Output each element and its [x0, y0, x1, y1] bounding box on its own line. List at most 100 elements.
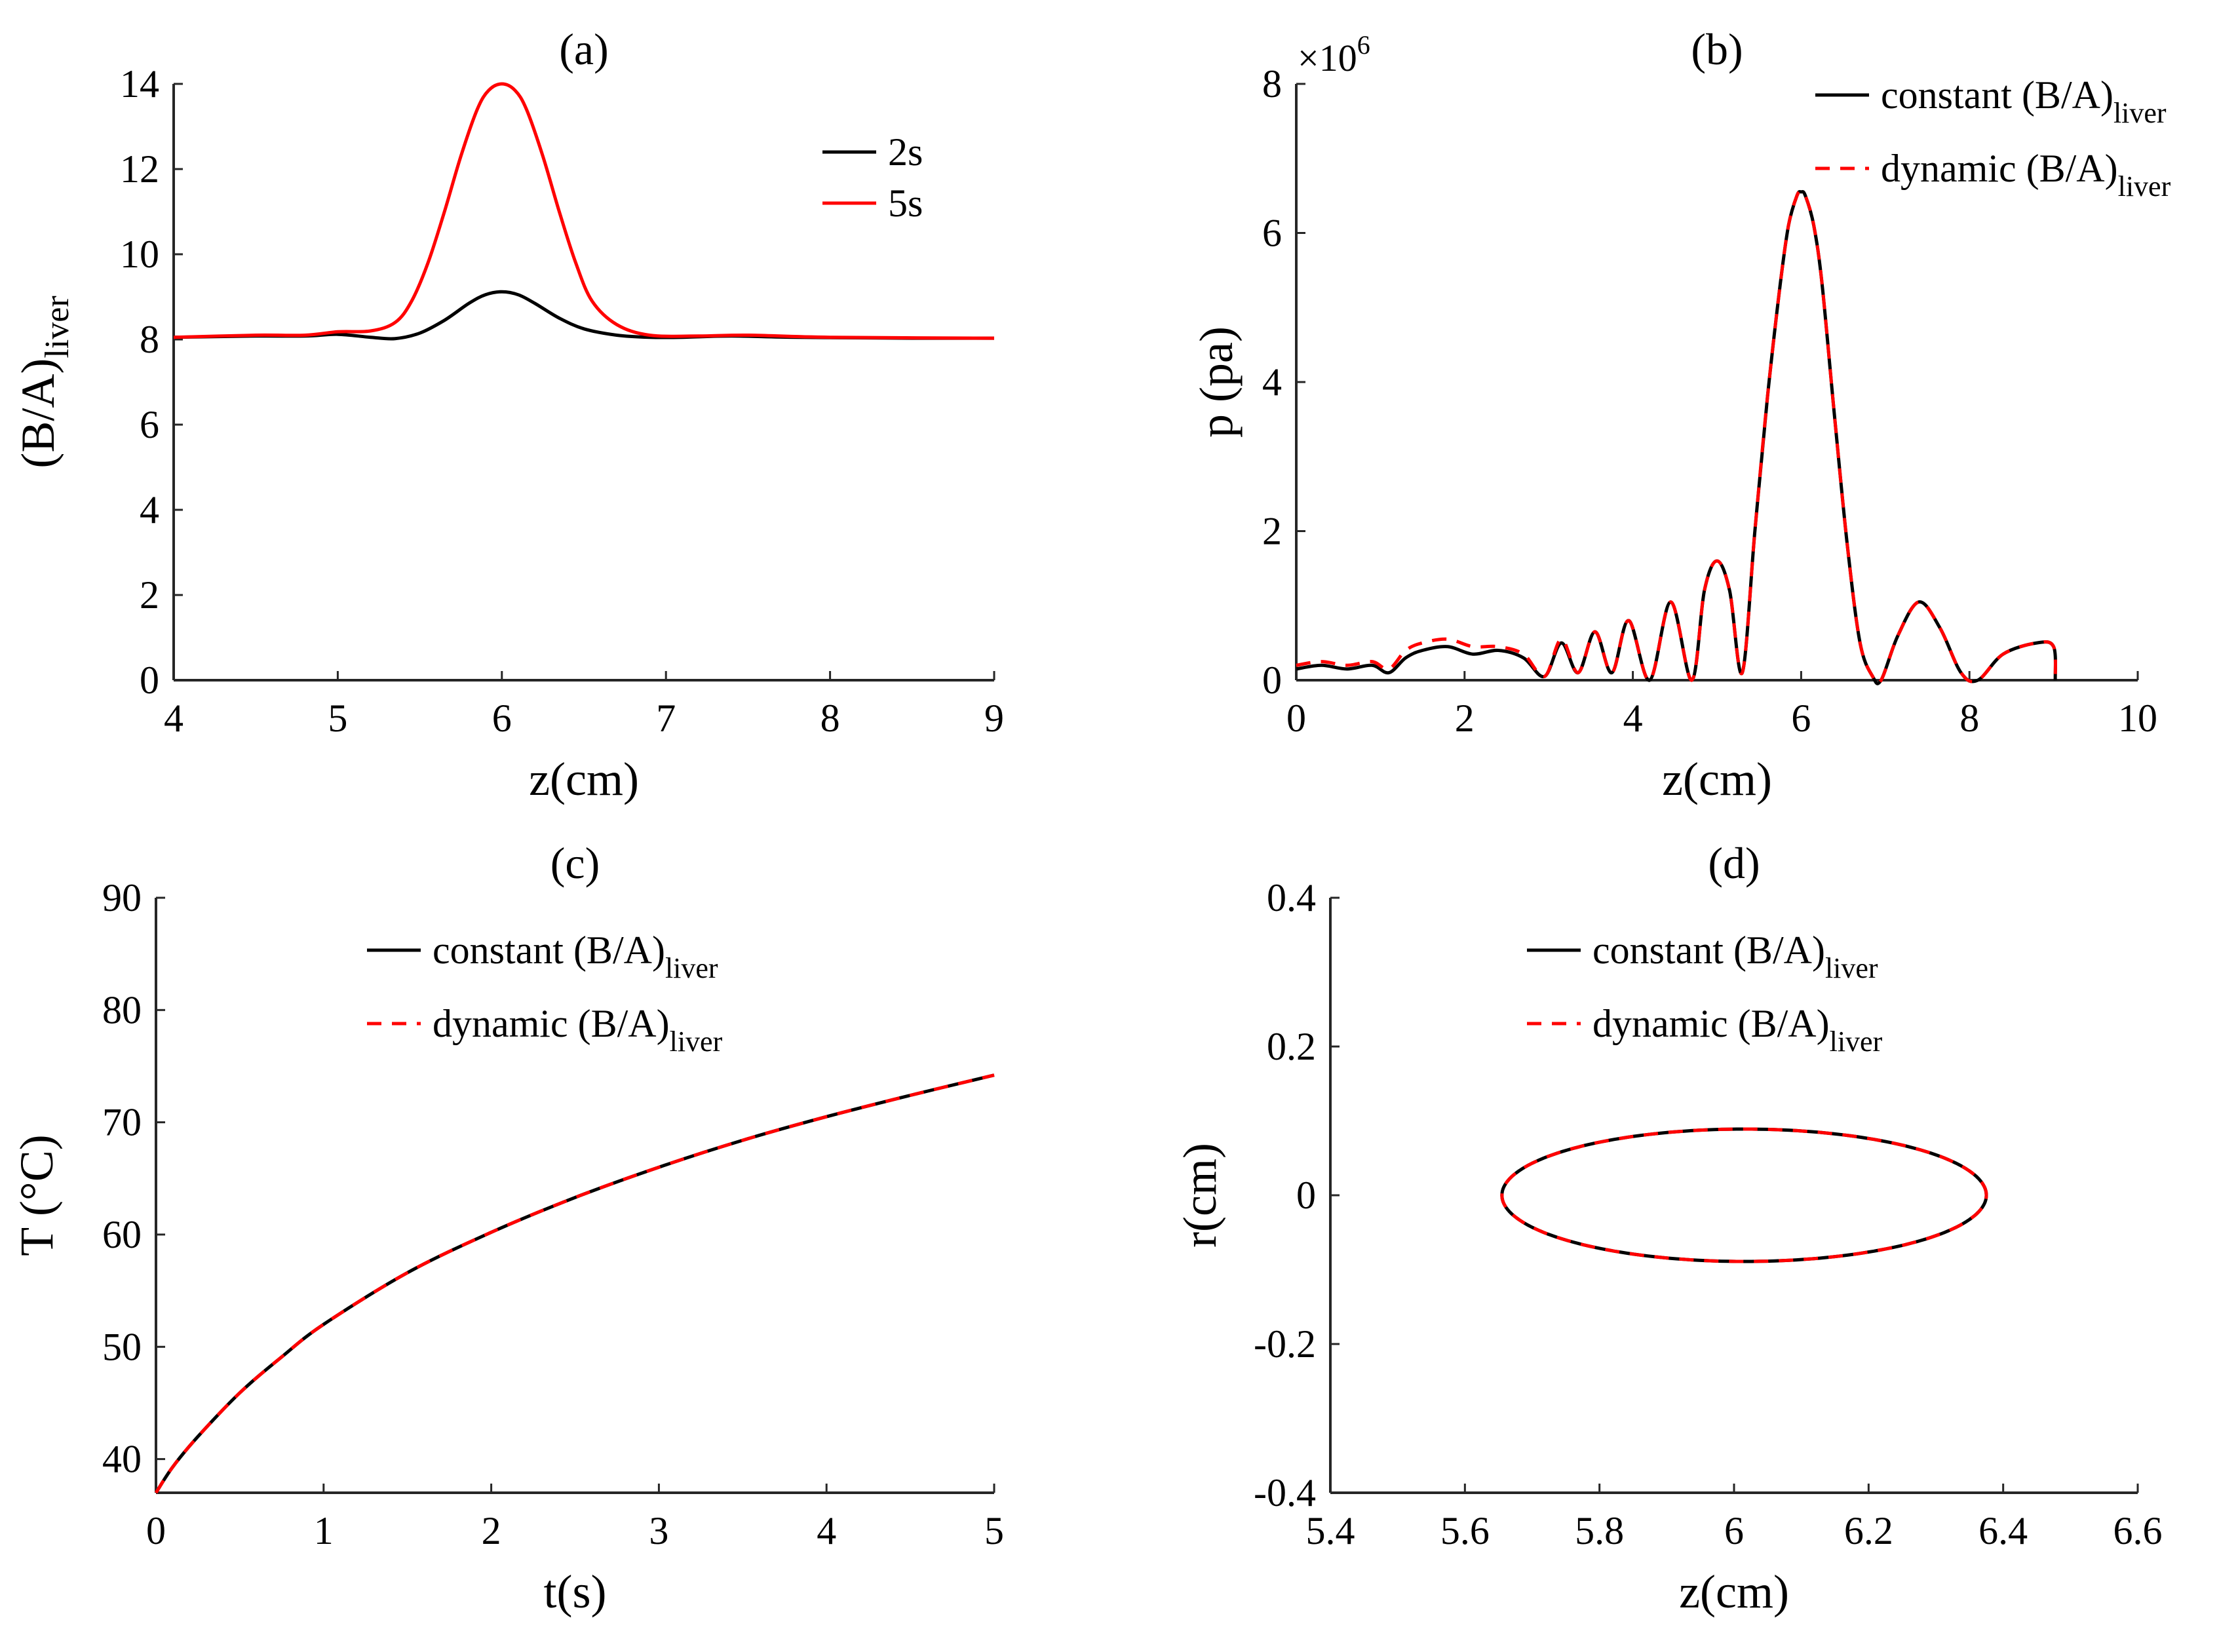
y-tick-label: 6 [140, 403, 159, 446]
x-axis-label: z(cm) [529, 753, 639, 805]
y-tick-label: 0.4 [1267, 876, 1316, 919]
legend-label-main: dynamic (B/A) [1592, 1002, 1830, 1045]
y-tick-label: 90 [102, 876, 142, 919]
y-tick-label: 2 [1262, 510, 1282, 553]
y-tick-label: 10 [120, 233, 159, 276]
panel-d: 5.4 5.6 5.8 6 6.2 6.4 6.6 -0.4 -0.2 0 0.2 0.4 (d) z(c… [1174, 838, 2163, 1618]
x-tick-label: 6 [1724, 1509, 1744, 1552]
x-tick-label: 4 [164, 697, 183, 740]
y-tick-label: 14 [120, 62, 159, 106]
legend-label-sub: liver [2118, 170, 2171, 202]
x-tick-label: 5 [984, 1509, 1004, 1552]
x-tick-label: 1 [314, 1509, 334, 1552]
legend-label-sub: liver [670, 1026, 723, 1058]
y-tick-label: 0.2 [1267, 1025, 1316, 1068]
series-line-second [1500, 1127, 1988, 1263]
legend-label-sub: liver [665, 952, 718, 984]
x-tick-label: 6 [1791, 697, 1811, 740]
legend-label-sub: liver [2113, 97, 2167, 129]
legend-label: dynamic (B/A)liver [1881, 147, 2171, 202]
legend-label: constant (B/A)liver [1881, 73, 2167, 129]
legend-label: constant (B/A)liver [433, 929, 718, 984]
y-tick-label: 50 [102, 1325, 142, 1368]
x-tick-label: 8 [820, 697, 840, 740]
x-tick-label: 5 [328, 697, 347, 740]
y-tick-label: -0.4 [1254, 1471, 1316, 1514]
legend-label-main: dynamic (B/A) [433, 1002, 670, 1045]
y-axis-label: T (°C) [10, 1134, 63, 1256]
panel-b: 0 2 4 6 8 10 0 2 4 6 8 (b) z(cm) p (pa) ×106 constant (… [1190, 24, 2171, 805]
y-tick-label: 12 [120, 147, 159, 191]
legend-label-main: constant (B/A) [433, 929, 665, 972]
legend-label: constant (B/A)liver [1592, 929, 1878, 984]
legend-label-main: constant (B/A) [1881, 73, 2113, 117]
series-line-first [1296, 189, 2057, 685]
x-tick-label: 4 [1623, 697, 1643, 740]
series-line-second [1296, 189, 2057, 685]
y-axis-label: r(cm) [1174, 1143, 1226, 1248]
y-tick-label: 6 [1262, 212, 1282, 255]
y-tick-label: 4 [140, 488, 159, 531]
y-axis-label-main: (B/A) [12, 358, 64, 469]
y-tick-label: 4 [1262, 360, 1282, 404]
y-tick-label: 70 [102, 1101, 142, 1144]
x-tick-label: 0 [146, 1509, 166, 1552]
x-tick-label: 2 [1455, 697, 1475, 740]
x-tick-label: 0 [1286, 697, 1306, 740]
y-tick-label: 8 [1262, 62, 1282, 106]
x-tick-label: 6 [492, 697, 512, 740]
x-tick-label: 6.2 [1844, 1509, 1893, 1552]
y-tick-label: 0 [1262, 659, 1282, 702]
x-tick-label: 7 [656, 697, 676, 740]
y-axis-label: (B/A)liver [12, 296, 76, 468]
y-tick-label: 0 [140, 659, 159, 702]
x-tick-label: 2 [482, 1509, 501, 1552]
panel-c: 0 1 2 3 4 5 40 50 60 70 80 90 (c) t(s) T (°C) constant … [10, 838, 1004, 1618]
panel-title: (c) [550, 838, 600, 888]
y-tick-label: 8 [140, 318, 159, 361]
x-tick-label: 5.8 [1575, 1509, 1624, 1552]
panel-title: (b) [1691, 24, 1743, 74]
x-axis-label: z(cm) [1679, 1566, 1789, 1618]
legend-label-main: dynamic (B/A) [1881, 147, 2118, 190]
legend-label: dynamic (B/A)liver [433, 1002, 723, 1058]
x-tick-label: 9 [984, 697, 1004, 740]
y-tick-label: 80 [102, 988, 142, 1031]
legend-label: 5s [888, 182, 923, 225]
x-axis-label: z(cm) [1662, 753, 1772, 805]
x-tick-label: 5.6 [1440, 1509, 1490, 1552]
legend-label-sub: liver [1830, 1026, 1883, 1058]
series-line-second [154, 1073, 995, 1494]
panel-title: (a) [559, 24, 608, 74]
y-axis-label: p (pa) [1190, 326, 1243, 438]
series-line-first [173, 290, 995, 341]
legend-label-sub: liver [1825, 952, 1878, 984]
legend-label-main: constant (B/A) [1592, 929, 1825, 972]
x-tick-label: 8 [1959, 697, 1979, 740]
x-tick-label: 10 [2118, 697, 2157, 740]
x-axis-label: t(s) [544, 1566, 607, 1618]
x-tick-label: 4 [817, 1509, 836, 1552]
panel-title: (d) [1708, 838, 1760, 888]
x-tick-label: 6.4 [1978, 1509, 2028, 1552]
legend-label: dynamic (B/A)liver [1592, 1002, 1883, 1058]
x-tick-label: 3 [649, 1509, 668, 1552]
y-tick-label: 0 [1296, 1174, 1316, 1217]
y-axis-label-sub: liver [39, 296, 76, 358]
y-tick-label: 40 [102, 1438, 142, 1481]
x-tick-label: 6.6 [2113, 1509, 2163, 1552]
y-tick-label: 2 [140, 573, 159, 617]
x-tick-label: 5.4 [1306, 1509, 1355, 1552]
y-tick-label: 60 [102, 1213, 142, 1256]
legend-label: 2s [888, 130, 923, 174]
series-line-second [173, 82, 995, 340]
series-line-first [154, 1073, 995, 1494]
y-exponent-label: ×106 [1298, 30, 1370, 79]
y-tick-label: -0.2 [1254, 1322, 1316, 1366]
